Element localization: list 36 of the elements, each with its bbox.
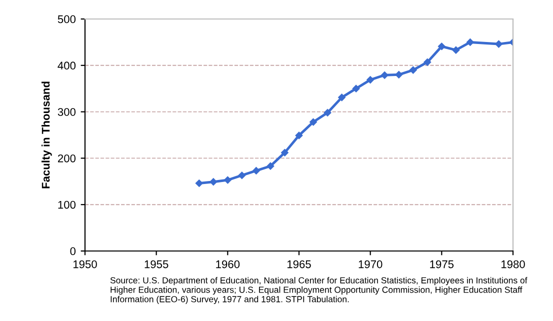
x-tick-label: 1960	[216, 260, 240, 268]
point	[452, 46, 460, 54]
point	[252, 167, 260, 174]
y-tick-label: 400	[58, 62, 76, 70]
y-tick-label: 200	[58, 154, 76, 162]
y-tick-label: 0	[70, 247, 76, 256]
x-tick-label: 1950	[73, 260, 97, 268]
point	[424, 58, 432, 66]
point	[438, 42, 446, 50]
point	[266, 162, 274, 170]
point	[310, 118, 317, 126]
point	[324, 109, 332, 116]
point	[466, 38, 474, 46]
x-tick-label: 1955	[144, 260, 168, 268]
point	[195, 180, 203, 187]
x-tick-label: 1975	[430, 260, 454, 268]
source-note: Source: U.S. Department of Education, National Center for Education Statistics, Employees in Institutions of Higher Education, various years; U.S. Equal Employment Opportunity Commission, Higher Education Staff Information (EEO-6) Survey, 1977 and 1981. STPI Tabulation.	[110, 277, 528, 304]
point	[238, 172, 246, 180]
point	[210, 178, 218, 186]
point	[366, 76, 374, 84]
point	[352, 84, 360, 92]
point	[338, 94, 346, 102]
point	[495, 40, 502, 48]
point	[380, 72, 388, 79]
y-tick-label: 300	[58, 108, 76, 116]
x-tick-label: 1970	[358, 260, 382, 268]
x-tick-label: 1965	[287, 260, 311, 268]
point	[224, 176, 232, 184]
point	[281, 148, 288, 156]
x-tick-label: 1980	[501, 260, 525, 268]
y-axis-title: Faculty in Thousand	[42, 82, 52, 188]
point	[395, 71, 403, 78]
y-tick-label: 500	[58, 15, 76, 24]
point	[409, 66, 417, 74]
point	[295, 132, 303, 140]
y-tick-label: 100	[58, 200, 76, 209]
